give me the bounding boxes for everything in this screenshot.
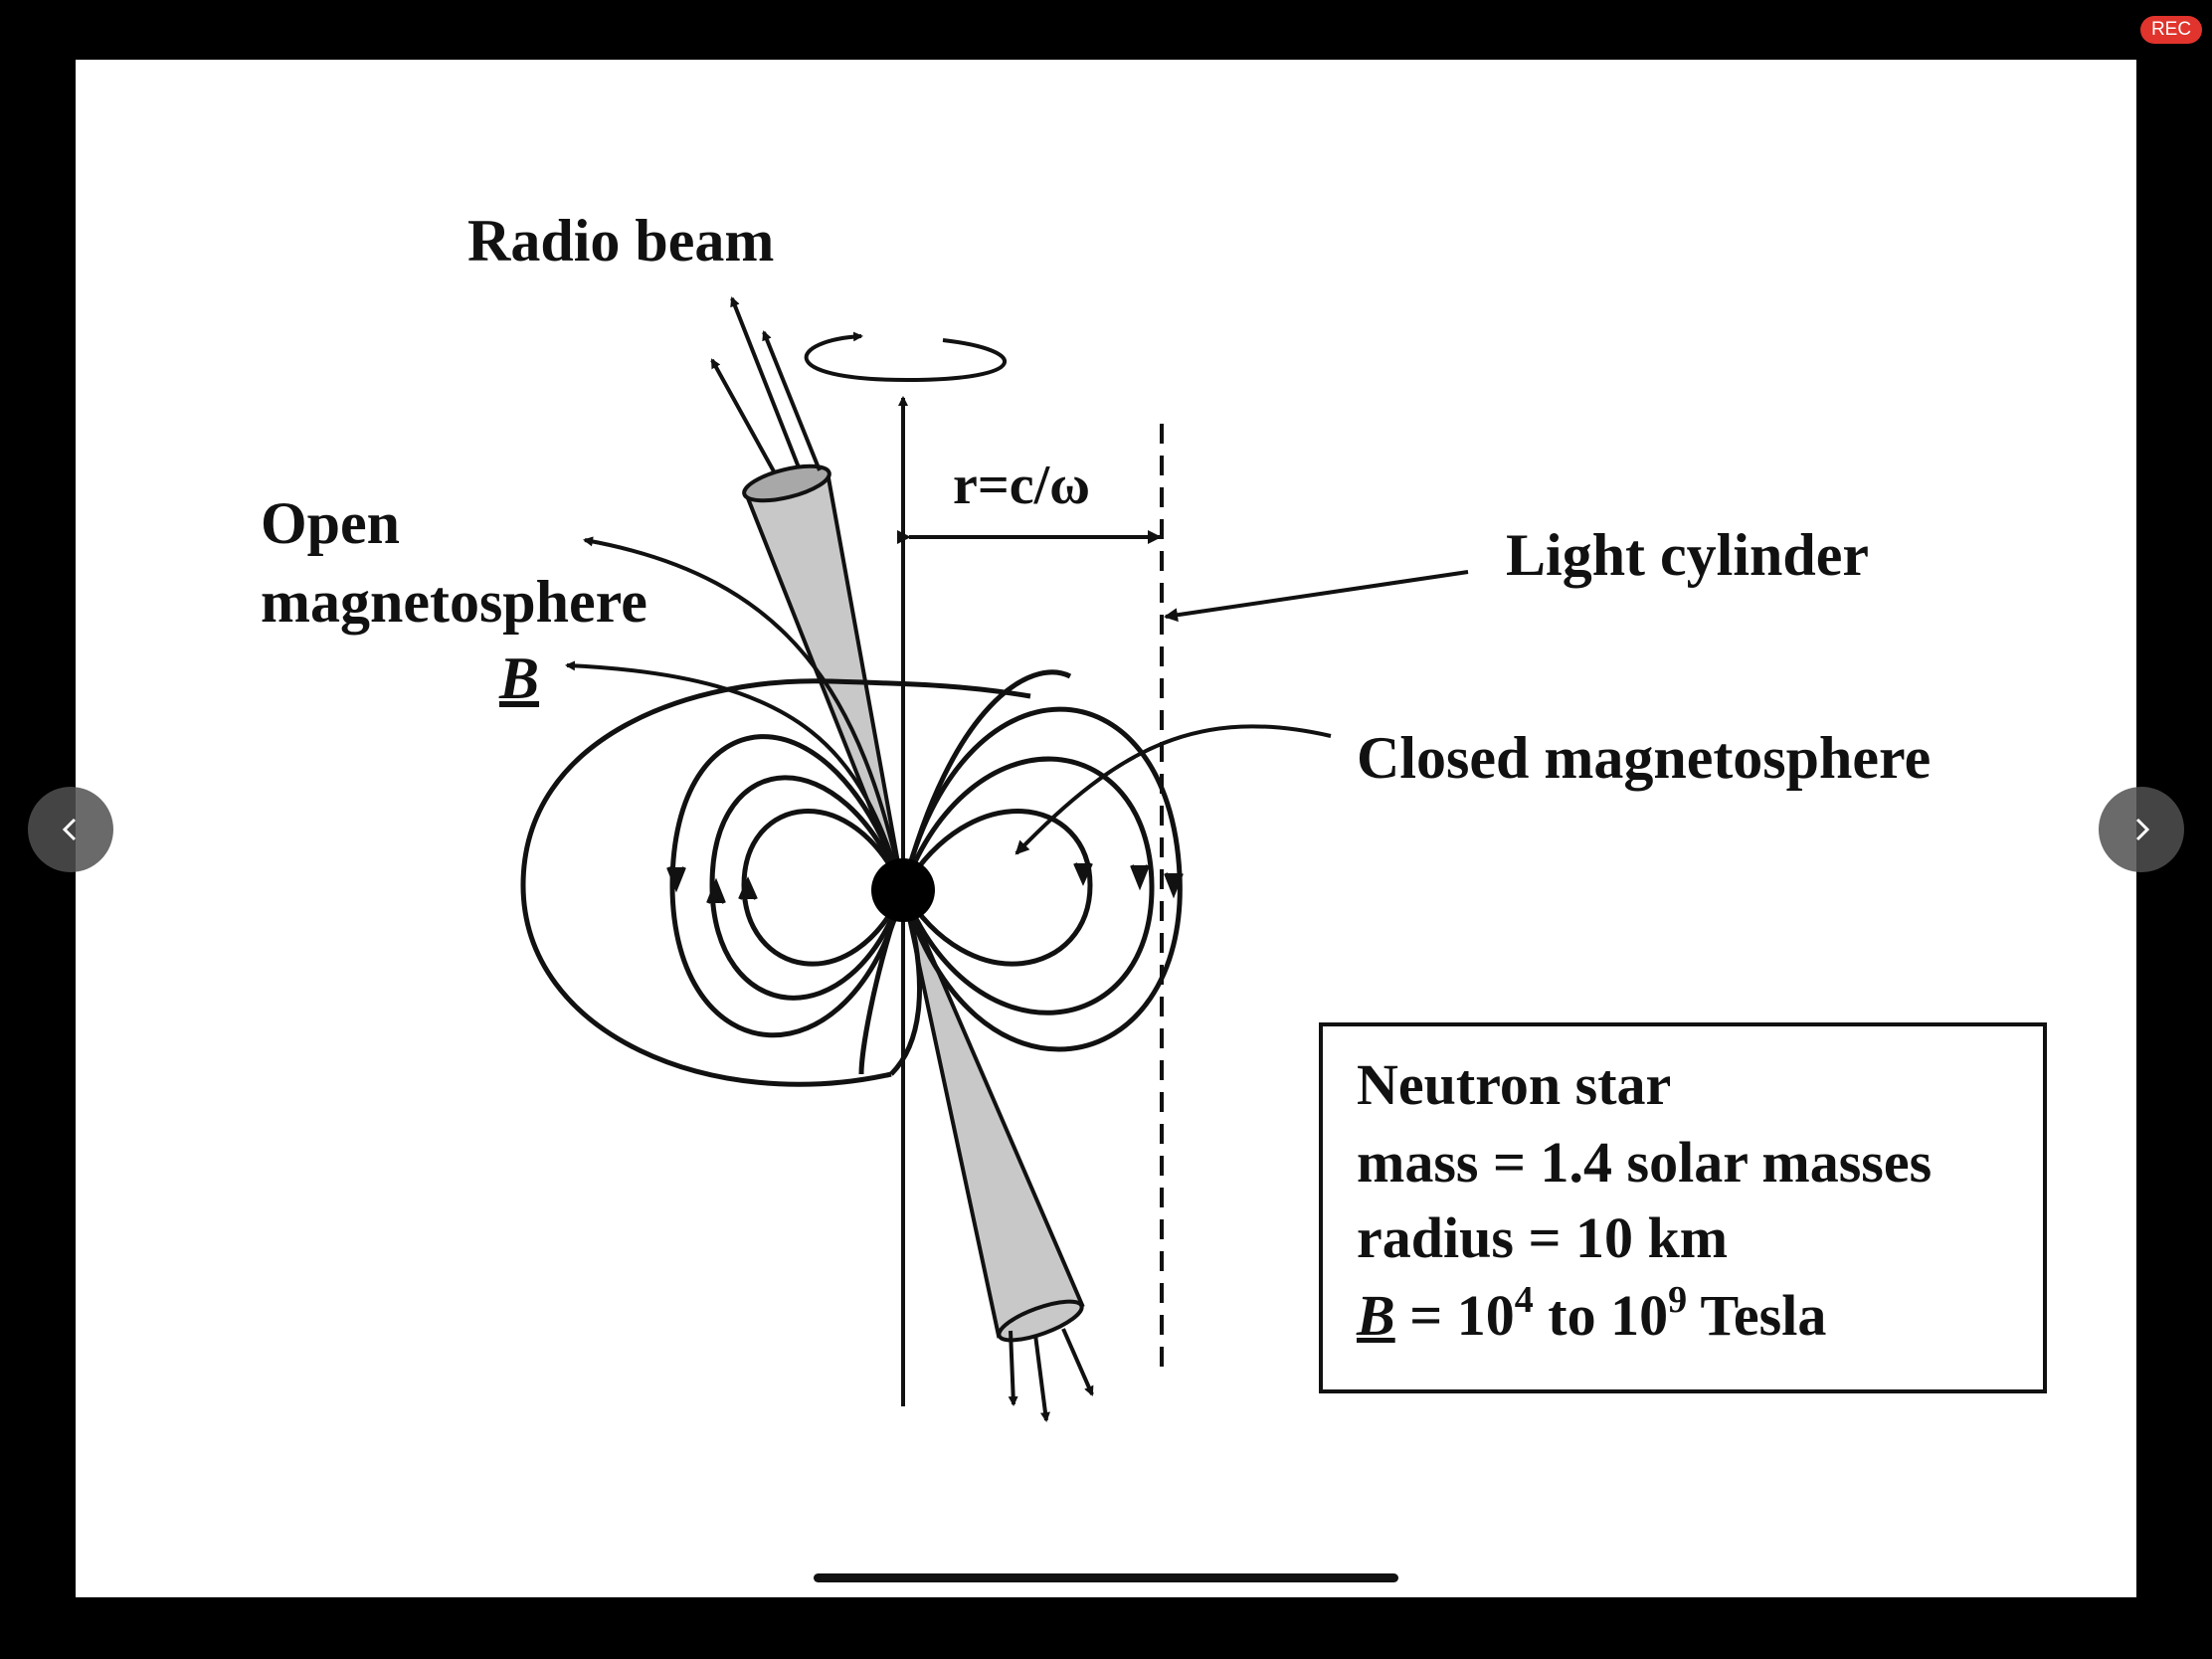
rotation-arrow	[804, 331, 1007, 383]
info-b-symbol: B	[1357, 1283, 1395, 1348]
closed-field-loop	[709, 775, 906, 1001]
radio-ray	[1008, 1330, 1018, 1406]
neutron-star	[871, 858, 935, 922]
recording-badge: REC	[2140, 16, 2202, 44]
open-magnetosphere-label-line1: Open	[261, 490, 401, 556]
closed-field-loop	[669, 734, 906, 1038]
light-cylinder-label: Light cylinder	[1506, 522, 1870, 588]
info-magnetic-field: B = 104 to 109 Tesla	[1357, 1281, 1826, 1345]
chevron-left-icon	[62, 818, 77, 841]
neutron-star-diagram	[520, 296, 1469, 1422]
info-b-to: to 10	[1533, 1283, 1669, 1348]
info-title: Neutron star	[1357, 1052, 1672, 1117]
b-field-label: B	[499, 645, 540, 711]
upper-beam-cap	[742, 463, 831, 503]
closed-magnetosphere-label: Closed magnetosphere	[1357, 725, 1932, 791]
info-b-exp2: 9	[1668, 1279, 1688, 1321]
closed-field-loop	[900, 756, 1155, 1015]
closed-field-loop	[900, 669, 1072, 891]
light-cylinder-pointer	[1164, 570, 1469, 623]
info-mass: mass = 1.4 solar masses	[1357, 1130, 1933, 1195]
previous-slide-button[interactable]	[28, 787, 113, 872]
closed-field-loop	[741, 809, 906, 967]
info-b-exp1: 4	[1514, 1279, 1534, 1321]
closed-magnetosphere-pointer	[1014, 724, 1332, 855]
radio-beam-label: Radio beam	[467, 208, 775, 274]
radius-label: r=c/ω	[953, 455, 1091, 516]
next-slide-button[interactable]	[2099, 787, 2184, 872]
slide: Radio beam Open magnetosphere B r=c/ω Li…	[76, 60, 2136, 1597]
home-indicator-bar[interactable]	[814, 1573, 1398, 1582]
open-field-line	[565, 660, 905, 891]
info-b-mid: = 10	[1394, 1283, 1515, 1348]
open-field-line	[583, 536, 905, 891]
info-radius: radius = 10 km	[1357, 1205, 1729, 1270]
neutron-star-info-box: Neutron star mass = 1.4 solar masses rad…	[1319, 1022, 2047, 1393]
radio-ray	[1033, 1334, 1050, 1422]
radio-ray	[730, 296, 801, 468]
radio-ray	[710, 358, 776, 472]
radio-ray	[1061, 1328, 1094, 1396]
radio-ray	[762, 330, 822, 471]
info-b-unit: Tesla	[1687, 1283, 1827, 1348]
chevron-right-icon	[2135, 818, 2150, 841]
outer-field-loop	[520, 678, 1031, 1087]
closed-field-loop	[900, 809, 1093, 967]
open-magnetosphere-label-line2: magnetosphere	[261, 569, 647, 635]
